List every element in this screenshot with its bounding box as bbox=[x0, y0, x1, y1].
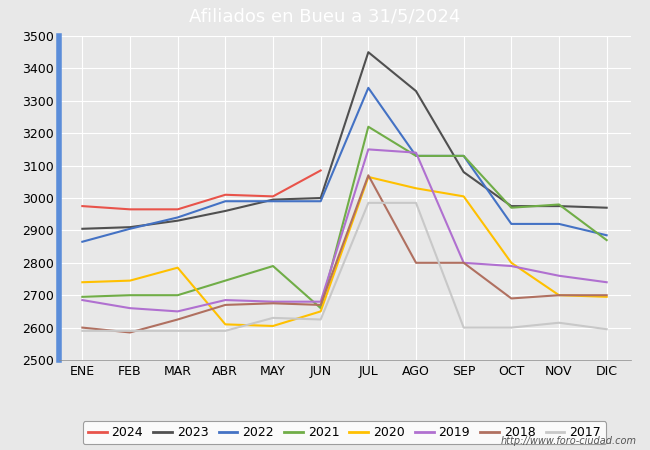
2020 bbox=[365, 174, 372, 180]
2023 bbox=[222, 208, 229, 214]
2019 bbox=[222, 297, 229, 303]
2022 bbox=[174, 215, 181, 220]
2018 bbox=[269, 301, 277, 306]
2022 bbox=[79, 239, 86, 244]
2020 bbox=[508, 260, 515, 265]
Text: Afiliados en Bueu a 31/5/2024: Afiliados en Bueu a 31/5/2024 bbox=[189, 8, 461, 26]
2020 bbox=[412, 185, 420, 191]
2017 bbox=[460, 325, 467, 330]
2021 bbox=[508, 205, 515, 211]
Legend: 2024, 2023, 2022, 2021, 2020, 2019, 2018, 2017: 2024, 2023, 2022, 2021, 2020, 2019, 2018… bbox=[83, 422, 606, 445]
2018 bbox=[603, 292, 610, 298]
2017 bbox=[222, 328, 229, 333]
2023 bbox=[603, 205, 610, 211]
2019 bbox=[317, 299, 324, 304]
2017 bbox=[365, 200, 372, 206]
2017 bbox=[317, 317, 324, 322]
Line: 2018: 2018 bbox=[83, 176, 606, 333]
Line: 2017: 2017 bbox=[83, 203, 606, 331]
2018 bbox=[174, 317, 181, 322]
2017 bbox=[174, 328, 181, 333]
2017 bbox=[126, 328, 134, 333]
2023 bbox=[460, 169, 467, 175]
2022 bbox=[460, 153, 467, 158]
2019 bbox=[365, 147, 372, 152]
2020 bbox=[222, 322, 229, 327]
2018 bbox=[460, 260, 467, 265]
2017 bbox=[269, 315, 277, 320]
2018 bbox=[555, 292, 563, 298]
2021 bbox=[365, 124, 372, 130]
2022 bbox=[508, 221, 515, 227]
2017 bbox=[79, 328, 86, 333]
2017 bbox=[508, 325, 515, 330]
2023 bbox=[126, 225, 134, 230]
2018 bbox=[317, 302, 324, 308]
2023 bbox=[174, 218, 181, 223]
2019 bbox=[79, 297, 86, 303]
2019 bbox=[174, 309, 181, 314]
2022 bbox=[269, 198, 277, 204]
2020 bbox=[269, 323, 277, 328]
2022 bbox=[317, 198, 324, 204]
Line: 2021: 2021 bbox=[83, 127, 606, 308]
2019 bbox=[412, 150, 420, 155]
2021 bbox=[460, 153, 467, 158]
2021 bbox=[174, 292, 181, 298]
2019 bbox=[555, 273, 563, 279]
2017 bbox=[603, 327, 610, 332]
2023 bbox=[555, 203, 563, 209]
Line: 2019: 2019 bbox=[83, 149, 606, 311]
2023 bbox=[508, 203, 515, 209]
2021 bbox=[603, 238, 610, 243]
2018 bbox=[365, 173, 372, 178]
2021 bbox=[412, 153, 420, 158]
2023 bbox=[79, 226, 86, 231]
2021 bbox=[222, 278, 229, 284]
2022 bbox=[365, 85, 372, 90]
2017 bbox=[412, 200, 420, 206]
2019 bbox=[460, 260, 467, 265]
2020 bbox=[174, 265, 181, 270]
2019 bbox=[508, 263, 515, 269]
2019 bbox=[126, 306, 134, 311]
2023 bbox=[269, 197, 277, 202]
2021 bbox=[126, 292, 134, 298]
2022 bbox=[222, 198, 229, 204]
Text: http://www.foro-ciudad.com: http://www.foro-ciudad.com bbox=[501, 436, 637, 446]
2018 bbox=[508, 296, 515, 301]
2022 bbox=[412, 153, 420, 158]
2020 bbox=[460, 194, 467, 199]
2020 bbox=[317, 309, 324, 314]
2018 bbox=[126, 330, 134, 335]
2021 bbox=[79, 294, 86, 300]
2020 bbox=[79, 279, 86, 285]
2021 bbox=[269, 263, 277, 269]
Line: 2020: 2020 bbox=[83, 177, 606, 326]
2019 bbox=[603, 279, 610, 285]
2019 bbox=[269, 299, 277, 304]
2022 bbox=[603, 233, 610, 238]
2022 bbox=[126, 226, 134, 231]
2023 bbox=[365, 50, 372, 55]
2018 bbox=[222, 302, 229, 308]
2018 bbox=[79, 325, 86, 330]
Line: 2023: 2023 bbox=[83, 52, 606, 229]
2022 bbox=[555, 221, 563, 227]
2021 bbox=[317, 306, 324, 311]
Line: 2022: 2022 bbox=[83, 88, 606, 242]
2020 bbox=[126, 278, 134, 284]
2017 bbox=[555, 320, 563, 325]
2018 bbox=[412, 260, 420, 265]
2023 bbox=[317, 195, 324, 201]
2021 bbox=[555, 202, 563, 207]
2020 bbox=[603, 294, 610, 300]
2020 bbox=[555, 292, 563, 298]
2023 bbox=[412, 88, 420, 94]
